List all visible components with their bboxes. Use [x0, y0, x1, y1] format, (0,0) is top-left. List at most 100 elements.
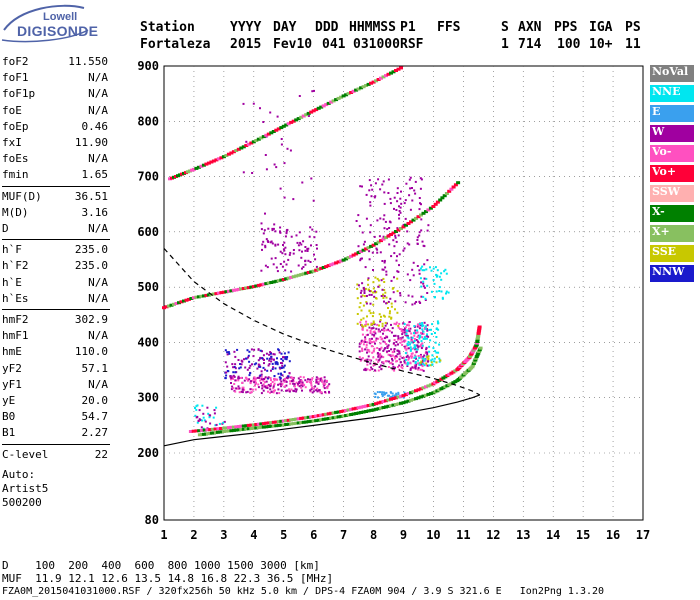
echo-dot — [366, 368, 369, 371]
echo-dot — [389, 354, 392, 357]
trace-dot — [440, 196, 445, 200]
echo-dot — [378, 324, 380, 327]
echo-dot — [422, 330, 425, 333]
echo-dot — [396, 200, 399, 203]
param-value: 0.46 — [81, 119, 109, 133]
trace-dot — [236, 287, 241, 291]
echo-dot — [423, 321, 426, 324]
trace-dot — [259, 283, 264, 287]
echo-dot — [399, 328, 402, 330]
echo-dot — [389, 297, 392, 300]
echo-dot — [310, 384, 313, 387]
echo-dot — [382, 391, 385, 394]
trace-dot — [404, 400, 408, 404]
echo-dot — [408, 327, 410, 330]
trace-dot — [291, 418, 296, 421]
echo-dot — [414, 180, 417, 183]
echo-dot — [271, 362, 274, 365]
trace-dot — [209, 160, 214, 164]
echo-dot — [313, 253, 315, 256]
echo-dot — [241, 382, 244, 384]
echo-dot — [399, 197, 402, 200]
echo-dot — [437, 351, 440, 354]
echo-dot — [377, 330, 380, 333]
echo-dot — [284, 357, 287, 360]
trace-dot — [226, 426, 231, 430]
echo-dot — [322, 385, 325, 388]
echo-dot — [406, 323, 409, 326]
echo-dot — [419, 302, 422, 304]
echo-dot — [248, 374, 251, 377]
echo-dot — [310, 177, 313, 180]
trace-dot — [276, 420, 281, 424]
echo-dot — [415, 357, 417, 360]
echo-dot — [273, 377, 276, 380]
param-key: foF1 — [2, 71, 29, 85]
echo-dot — [270, 379, 272, 382]
x-tick-label: 1 — [160, 528, 167, 542]
trace-dot — [344, 93, 349, 97]
echo-dot — [402, 396, 405, 399]
echo-dot — [360, 295, 363, 298]
trace-dot — [286, 122, 291, 126]
trace-dot — [316, 414, 321, 418]
echo-dot — [259, 379, 262, 382]
trace-dot — [371, 402, 376, 406]
trace-dot — [211, 159, 216, 163]
echo-dot — [271, 229, 274, 232]
echo-dot — [395, 395, 398, 398]
echo-dot — [409, 176, 412, 179]
echo-dot — [409, 349, 412, 352]
echo-dot — [255, 382, 257, 384]
echo-dot — [279, 367, 282, 370]
echo-dot — [287, 258, 290, 261]
echo-dot — [385, 302, 388, 305]
trace-dot — [174, 302, 179, 305]
echo-dot — [404, 301, 407, 304]
echo-dot — [423, 286, 426, 289]
echo-dot — [299, 241, 302, 244]
echo-dot — [281, 265, 284, 268]
trace-dot — [246, 423, 251, 427]
echo-dot — [373, 347, 376, 350]
echo-dot — [382, 332, 384, 335]
echo-dot — [368, 358, 371, 361]
echo-dot — [394, 300, 397, 303]
param-key: C-level — [2, 447, 49, 461]
trace-dot — [231, 288, 236, 292]
echo-dot — [262, 121, 265, 123]
autoscale-info-line: Artist5 — [2, 481, 49, 495]
echo-dot — [269, 384, 272, 387]
trace-dot — [281, 124, 286, 128]
trace-dot — [399, 401, 403, 405]
echo-dot — [396, 270, 399, 273]
echo-dot — [364, 338, 367, 341]
echo-dot — [271, 381, 274, 383]
echo-dot — [286, 147, 289, 150]
x-tick-label: 2 — [190, 528, 197, 542]
echo-dot — [270, 355, 273, 358]
trace-dot — [409, 398, 413, 402]
echo-dot — [377, 355, 380, 358]
echo-dot — [237, 376, 240, 379]
trace-dot — [256, 422, 261, 426]
echo-dot — [264, 246, 267, 249]
echo-dot — [420, 281, 423, 284]
trace-dot — [477, 348, 482, 352]
echo-dot — [391, 395, 394, 398]
echo-dot — [431, 323, 434, 326]
echo-dot — [368, 250, 371, 253]
echo-dot — [278, 351, 281, 354]
echo-dot — [222, 421, 225, 424]
echo-dot — [304, 386, 307, 389]
echo-dot — [373, 363, 376, 366]
trace-dot — [306, 420, 311, 424]
trace-dot — [384, 405, 388, 409]
echo-dot — [301, 385, 304, 388]
trace-dot — [379, 406, 383, 410]
trace-dot — [369, 81, 374, 85]
echo-dot — [276, 115, 279, 118]
echo-dot — [417, 355, 420, 357]
echo-dot — [401, 356, 404, 359]
echo-dot — [359, 342, 362, 345]
